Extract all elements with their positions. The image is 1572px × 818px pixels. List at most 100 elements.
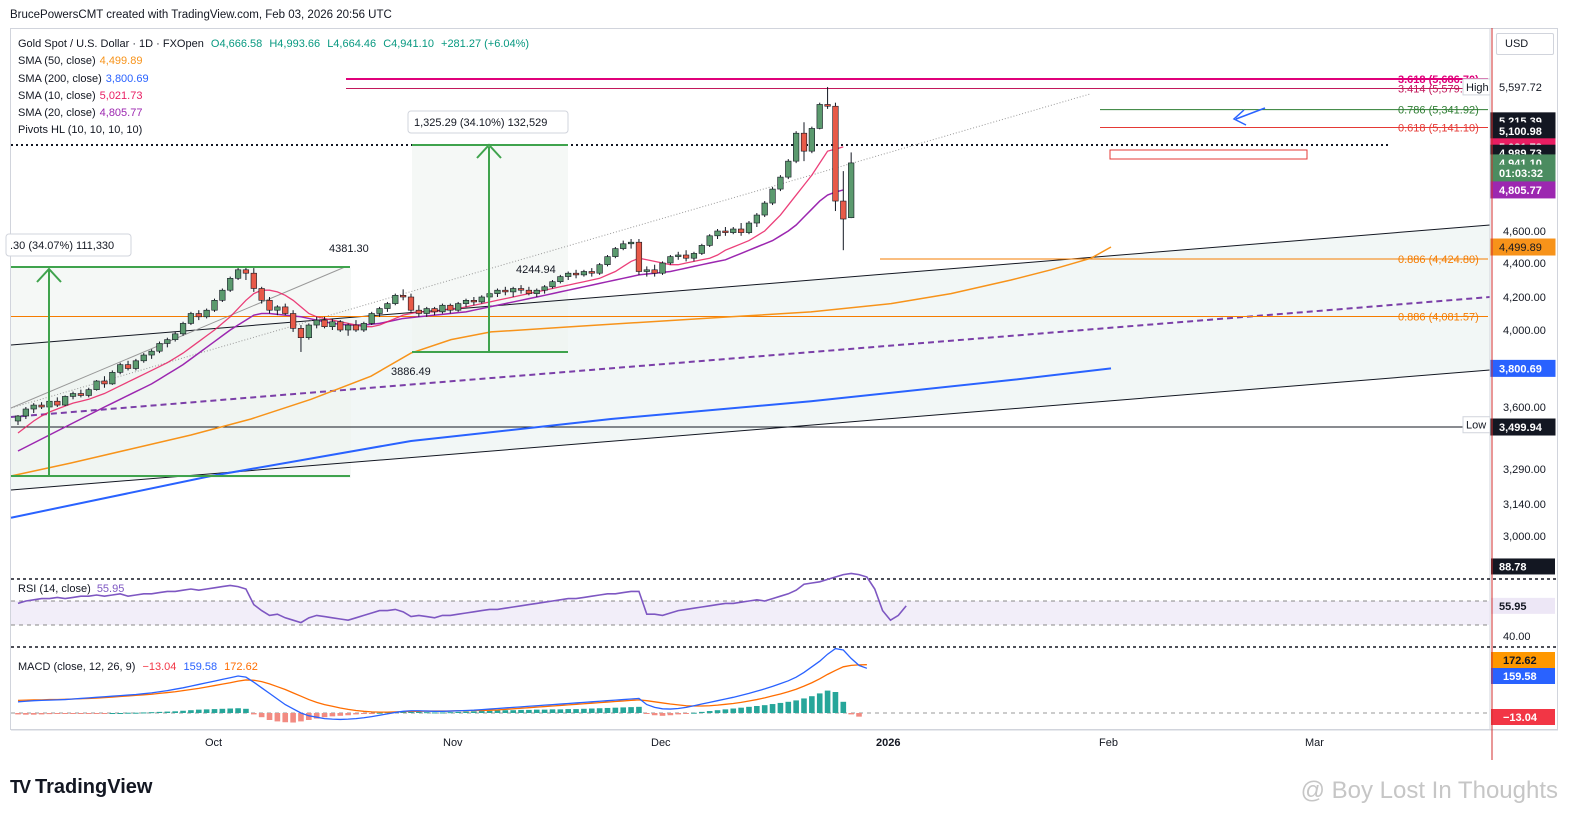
- macd-hist-bar: [628, 707, 634, 713]
- candle-body: [455, 303, 462, 311]
- macd-hist-bar: [565, 709, 571, 713]
- macd-hist-bar: [769, 704, 776, 713]
- candle-body: [517, 288, 525, 291]
- macd-hist-bar: [85, 713, 92, 714]
- macd-hist-bar: [856, 713, 862, 717]
- macd-hist-bar: [486, 710, 493, 713]
- candle-body: [793, 132, 800, 162]
- candle-body: [572, 272, 580, 276]
- legend-sma20[interactable]: SMA (20, close) 4,805.77: [18, 105, 533, 122]
- candle-body: [777, 176, 784, 190]
- candle-body: [140, 354, 147, 362]
- rsi-legend[interactable]: RSI (14, close) 55.95: [18, 583, 124, 595]
- macd-hist-bar: [290, 713, 296, 723]
- candle-body: [227, 277, 234, 291]
- macd-hist-bar: [15, 713, 21, 715]
- measure2-label: .30 (34.07%) 111,330: [10, 240, 114, 252]
- macd-hist-bar: [809, 696, 815, 713]
- macd-hist-bar: [848, 713, 854, 715]
- candle-body: [502, 289, 509, 293]
- currency-button[interactable]: USD: [1496, 33, 1554, 55]
- macd-hist-bar: [258, 713, 265, 718]
- macd-hist-bar: [447, 712, 454, 714]
- candle-body: [54, 400, 61, 406]
- price-axis-tick: 4,400.00: [1503, 258, 1546, 270]
- candle-body: [203, 309, 210, 318]
- macd-hist-bar: [46, 713, 53, 715]
- candle-body: [117, 364, 124, 373]
- macd-hist-bar: [101, 713, 108, 714]
- macd-hist-bar: [675, 713, 682, 715]
- candle-body: [769, 188, 776, 204]
- rsi-label: RSI (14, close): [18, 583, 91, 595]
- candle-body: [627, 241, 635, 245]
- channel-mid-line: [10, 296, 1491, 418]
- macd-hist-bar: [78, 713, 84, 714]
- candle-body: [722, 230, 729, 233]
- price-badge: [1490, 164, 1556, 182]
- macd-hist-bar: [722, 709, 729, 713]
- macd-label: MACD (close, 12, 26, 9): [18, 661, 136, 673]
- macd-hist-bar: [282, 713, 289, 723]
- legend-sma10[interactable]: SMA (10, close) 5,021.73: [18, 88, 533, 105]
- macd-hist-bar: [573, 709, 579, 713]
- price-badge: [1490, 359, 1556, 377]
- legend-sma200[interactable]: SMA (200, close) 3,800.69: [18, 71, 533, 88]
- candle-body: [219, 289, 226, 301]
- fib-level-label: 0.886 (4,081.57): [1398, 312, 1479, 324]
- macd-hist-bar: [313, 713, 320, 719]
- candle-body: [596, 264, 603, 274]
- open-value: O4,666.58: [210, 38, 263, 50]
- sma20-line: [17, 189, 844, 452]
- macd-hist-bar: [706, 711, 713, 713]
- price-badge-label: 3,499.94: [1499, 422, 1543, 434]
- candle-body: [840, 200, 847, 220]
- candle-body: [714, 230, 721, 237]
- candle-body: [462, 299, 470, 304]
- price-axis-tick: 4,200.00: [1503, 292, 1546, 304]
- macd-hist-bar: [337, 713, 344, 716]
- candle-body: [297, 328, 305, 339]
- candle-body: [848, 162, 855, 219]
- macd-legend[interactable]: MACD (close, 12, 26, 9) −13.04 159.58 17…: [18, 661, 258, 673]
- macd-hist-bar: [431, 712, 438, 714]
- macd-hist-bar: [306, 713, 312, 720]
- macd-hist-bar: [361, 713, 367, 714]
- macd-hist-bar: [644, 713, 650, 714]
- pivot-high-label: 4244.94: [516, 264, 556, 276]
- candle-body: [148, 350, 155, 356]
- candle-body: [832, 105, 839, 202]
- tradingview-logo[interactable]: TV TradingView: [10, 776, 152, 799]
- legend-sma50[interactable]: SMA (50, close) 4,499.89: [18, 53, 533, 70]
- candle-body: [101, 380, 108, 385]
- candle-body: [800, 132, 808, 152]
- macd-hist-bar: [235, 708, 241, 713]
- macd-hist-bar: [38, 713, 45, 715]
- candle-body: [620, 243, 627, 249]
- candle-body: [785, 160, 792, 178]
- candle-body: [407, 296, 415, 311]
- candle-body: [659, 262, 666, 274]
- legend-pivots[interactable]: Pivots HL (10, 10, 10, 10): [18, 122, 533, 139]
- candle-body: [824, 104, 831, 107]
- candle-body: [808, 128, 815, 152]
- macd-hist-bar: [455, 711, 461, 713]
- candle-body: [124, 364, 132, 369]
- candle-body: [690, 253, 698, 259]
- candle-body: [360, 323, 367, 331]
- candle-body: [549, 281, 556, 288]
- candle-body: [738, 228, 745, 233]
- candle-body: [816, 104, 823, 129]
- sma200-value: 3,800.69: [105, 72, 149, 85]
- macd-hist-bar: [730, 708, 737, 713]
- macd-hist-bar: [70, 713, 76, 714]
- macd-hist-bar: [596, 708, 603, 713]
- time-axis-label: Feb: [1099, 737, 1118, 749]
- candle-body: [38, 404, 45, 408]
- low-value: L4,664.46: [327, 38, 377, 50]
- candle-body: [250, 272, 257, 289]
- candle-body: [109, 372, 116, 385]
- candle-body: [258, 288, 265, 301]
- macd-hist-bar: [691, 712, 697, 714]
